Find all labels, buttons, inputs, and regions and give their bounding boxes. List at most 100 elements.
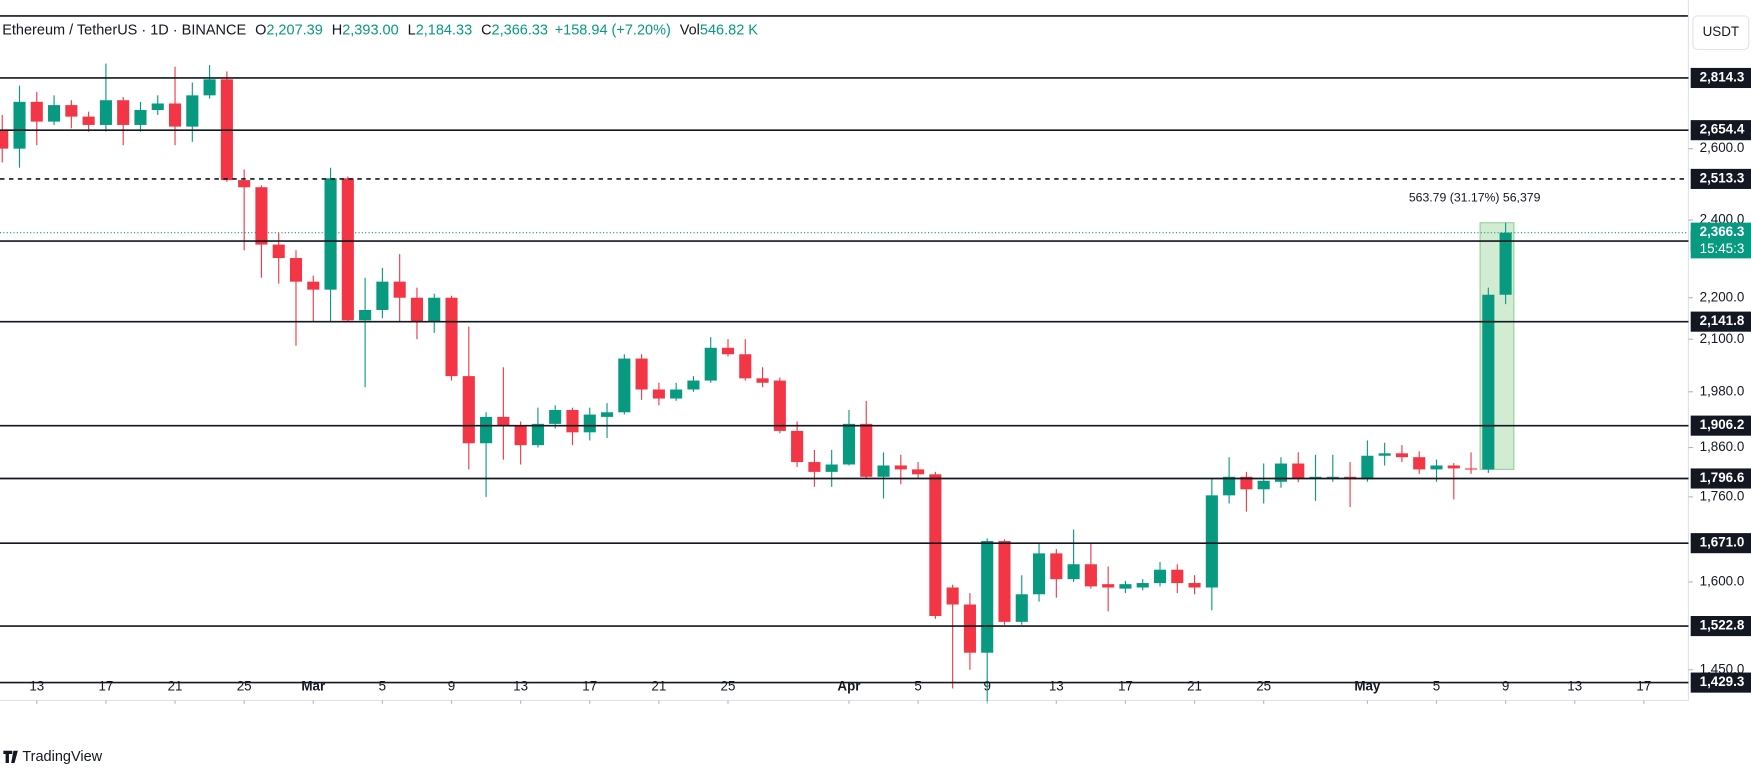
- change: +158.94 (+7.20%): [555, 22, 671, 38]
- currency[interactable]: USDT: [1703, 24, 1739, 39]
- candle-body: [324, 178, 337, 290]
- x-tick-label: 13: [1049, 679, 1064, 694]
- candle-body: [168, 103, 182, 127]
- x-tick-label: 9: [1502, 679, 1509, 694]
- measure-annotation: 563.79 (31.17%) 56,379: [1409, 190, 1541, 204]
- x-tick-label: 21: [168, 679, 183, 694]
- level-label: 1,522.8: [1700, 618, 1745, 633]
- candle-body: [186, 95, 199, 127]
- candle-body: [359, 309, 372, 321]
- candle-body: [480, 416, 493, 444]
- y-tick-label: 1,760.0: [1700, 488, 1745, 503]
- x-tick-label: 21: [651, 679, 666, 694]
- x-tick-label: 13: [513, 679, 528, 694]
- candle-body: [756, 378, 769, 383]
- candle-body: [1292, 463, 1305, 479]
- candle-body: [307, 281, 320, 290]
- candle-body: [998, 541, 1011, 622]
- candle-body: [1223, 476, 1236, 496]
- x-tick-label: 13: [29, 679, 44, 694]
- ohlc-key: O: [255, 22, 266, 38]
- level-label: 1,671.0: [1700, 535, 1745, 550]
- candle-body: [0, 129, 9, 149]
- candle-body: [376, 281, 389, 310]
- candle-body: [272, 244, 285, 259]
- candle-body: [1188, 583, 1201, 588]
- symbol: Ethereum / TetherUS · 1D · BINANCE: [2, 22, 246, 38]
- candle-body: [877, 465, 890, 477]
- ohlc-value: 2,184.33: [416, 22, 472, 38]
- x-tick-label: 25: [1256, 679, 1271, 694]
- candle-body: [497, 416, 510, 427]
- candle-body: [99, 100, 112, 125]
- candle-body: [1050, 553, 1063, 580]
- level-label-box: [1690, 311, 1751, 332]
- candle-body: [773, 380, 786, 431]
- level-label: 2,513.3: [1700, 170, 1745, 185]
- candle-body: [1361, 455, 1374, 480]
- candle-body: [531, 423, 544, 446]
- candle-body: [151, 103, 164, 111]
- candle-body: [825, 464, 838, 472]
- x-tick-label: 17: [98, 679, 113, 694]
- candle-body: [687, 380, 700, 390]
- candle-body: [549, 409, 562, 424]
- candle-body: [1102, 584, 1115, 588]
- x-tick-label: 5: [379, 679, 386, 694]
- candle-body: [652, 389, 665, 399]
- candle-body: [946, 587, 959, 605]
- candle-body: [1067, 564, 1080, 580]
- last-price-label: 2,366.3: [1700, 224, 1745, 239]
- candle-body: [929, 474, 942, 617]
- candle-body: [65, 105, 78, 117]
- candle-body: [1499, 232, 1512, 295]
- candle-body: [1136, 583, 1149, 588]
- x-tick-label: Apr: [837, 679, 861, 694]
- candle-body: [721, 347, 735, 355]
- y-tick-label: 2,600.0: [1700, 140, 1745, 155]
- candle-body: [445, 297, 458, 377]
- x-tick-label: 5: [1433, 679, 1440, 694]
- candle-body: [842, 423, 856, 465]
- y-tick-label: 2,100.0: [1700, 331, 1745, 346]
- candle-body: [238, 180, 251, 188]
- candle-body: [791, 430, 804, 463]
- candle-body: [704, 347, 717, 381]
- level-label: 1,429.3: [1700, 674, 1745, 689]
- candle-body: [255, 187, 268, 245]
- x-tick-label: 17: [582, 679, 597, 694]
- candle-body: [1257, 480, 1270, 490]
- candle-body: [670, 389, 683, 399]
- logo: TradingView: [22, 749, 102, 765]
- candle-body: [912, 469, 925, 475]
- candle-body: [462, 376, 475, 444]
- candle-body: [289, 258, 303, 282]
- x-tick-label: Mar: [301, 679, 326, 694]
- candle-body: [739, 354, 752, 379]
- candle-body: [1153, 569, 1167, 584]
- y-tick-label: 1,860.0: [1700, 439, 1745, 454]
- x-tick-label: 13: [1567, 679, 1582, 694]
- x-tick-label: 25: [237, 679, 252, 694]
- candle-body: [1015, 594, 1028, 622]
- last-price-box: [1690, 222, 1751, 259]
- candle-body: [600, 412, 614, 417]
- level-label-box: [1690, 468, 1751, 489]
- currency-button[interactable]: [1692, 15, 1750, 50]
- candle-body: [341, 178, 354, 321]
- candle-body: [1240, 476, 1253, 490]
- candle-body: [894, 465, 907, 470]
- candle-body: [1413, 457, 1426, 470]
- x-tick-label: 9: [448, 679, 455, 694]
- level-label-box: [1690, 168, 1751, 189]
- candle-body: [1032, 553, 1046, 595]
- candle-body: [203, 79, 216, 96]
- candle-body: [981, 541, 994, 653]
- ohlc-value: 2,207.39: [266, 22, 322, 38]
- candle-body: [1274, 463, 1288, 482]
- logo-icon: [3, 750, 18, 763]
- ohlc-key: H: [332, 22, 342, 38]
- candle-body: [1119, 584, 1132, 589]
- candle-body: [428, 297, 441, 323]
- candle-body: [1084, 564, 1097, 587]
